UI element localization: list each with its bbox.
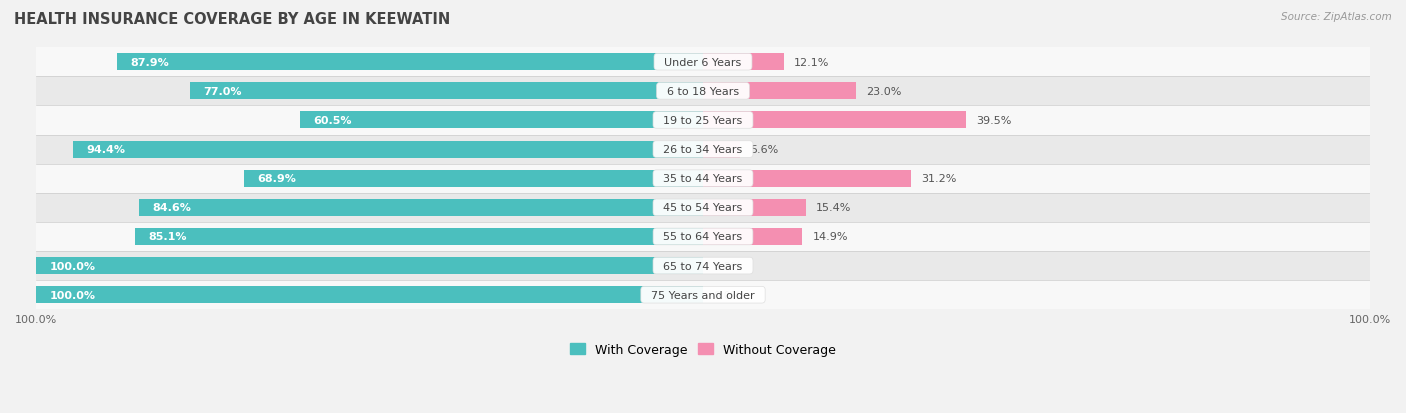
Text: 55 to 64 Years: 55 to 64 Years [657,232,749,242]
Bar [37,258,703,274]
Text: 84.6%: 84.6% [152,203,191,213]
Bar [37,280,1369,309]
Text: 100.0%: 100.0% [49,261,96,271]
Text: 0.0%: 0.0% [713,261,741,271]
Bar [135,228,703,245]
Bar [703,199,806,216]
Legend: With Coverage, Without Coverage: With Coverage, Without Coverage [565,338,841,361]
Text: 35 to 44 Years: 35 to 44 Years [657,174,749,184]
Bar [703,112,966,129]
Bar [703,54,783,71]
Text: 31.2%: 31.2% [921,174,956,184]
Text: Source: ZipAtlas.com: Source: ZipAtlas.com [1281,12,1392,22]
Text: 6 to 18 Years: 6 to 18 Years [659,87,747,97]
Text: Under 6 Years: Under 6 Years [658,57,748,67]
Text: 65 to 74 Years: 65 to 74 Years [657,261,749,271]
Bar [243,170,703,187]
Text: 68.9%: 68.9% [257,174,295,184]
Text: 85.1%: 85.1% [149,232,187,242]
Text: 39.5%: 39.5% [976,116,1012,126]
Bar [117,54,703,71]
Bar [703,170,911,187]
Bar [37,252,1369,280]
Text: 87.9%: 87.9% [131,57,169,67]
Text: 19 to 25 Years: 19 to 25 Years [657,116,749,126]
Text: 0.0%: 0.0% [713,290,741,300]
Bar [37,77,1369,106]
Bar [37,164,1369,193]
Text: 12.1%: 12.1% [794,57,830,67]
Text: 14.9%: 14.9% [813,232,848,242]
Bar [190,83,703,100]
Bar [73,141,703,158]
Bar [37,287,703,304]
Bar [139,199,703,216]
Text: 5.6%: 5.6% [751,145,779,155]
Bar [703,141,741,158]
Text: 75 Years and older: 75 Years and older [644,290,762,300]
Text: 23.0%: 23.0% [866,87,901,97]
Text: 94.4%: 94.4% [87,145,125,155]
Text: 60.5%: 60.5% [314,116,352,126]
Bar [37,135,1369,164]
Bar [37,106,1369,135]
Text: 100.0%: 100.0% [49,290,96,300]
Text: 45 to 54 Years: 45 to 54 Years [657,203,749,213]
Bar [299,112,703,129]
Text: 77.0%: 77.0% [202,87,242,97]
Text: 26 to 34 Years: 26 to 34 Years [657,145,749,155]
Text: HEALTH INSURANCE COVERAGE BY AGE IN KEEWATIN: HEALTH INSURANCE COVERAGE BY AGE IN KEEW… [14,12,450,27]
Text: 15.4%: 15.4% [815,203,851,213]
Bar [37,48,1369,77]
Bar [37,222,1369,252]
Bar [37,193,1369,222]
Bar [703,228,803,245]
Bar [703,83,856,100]
